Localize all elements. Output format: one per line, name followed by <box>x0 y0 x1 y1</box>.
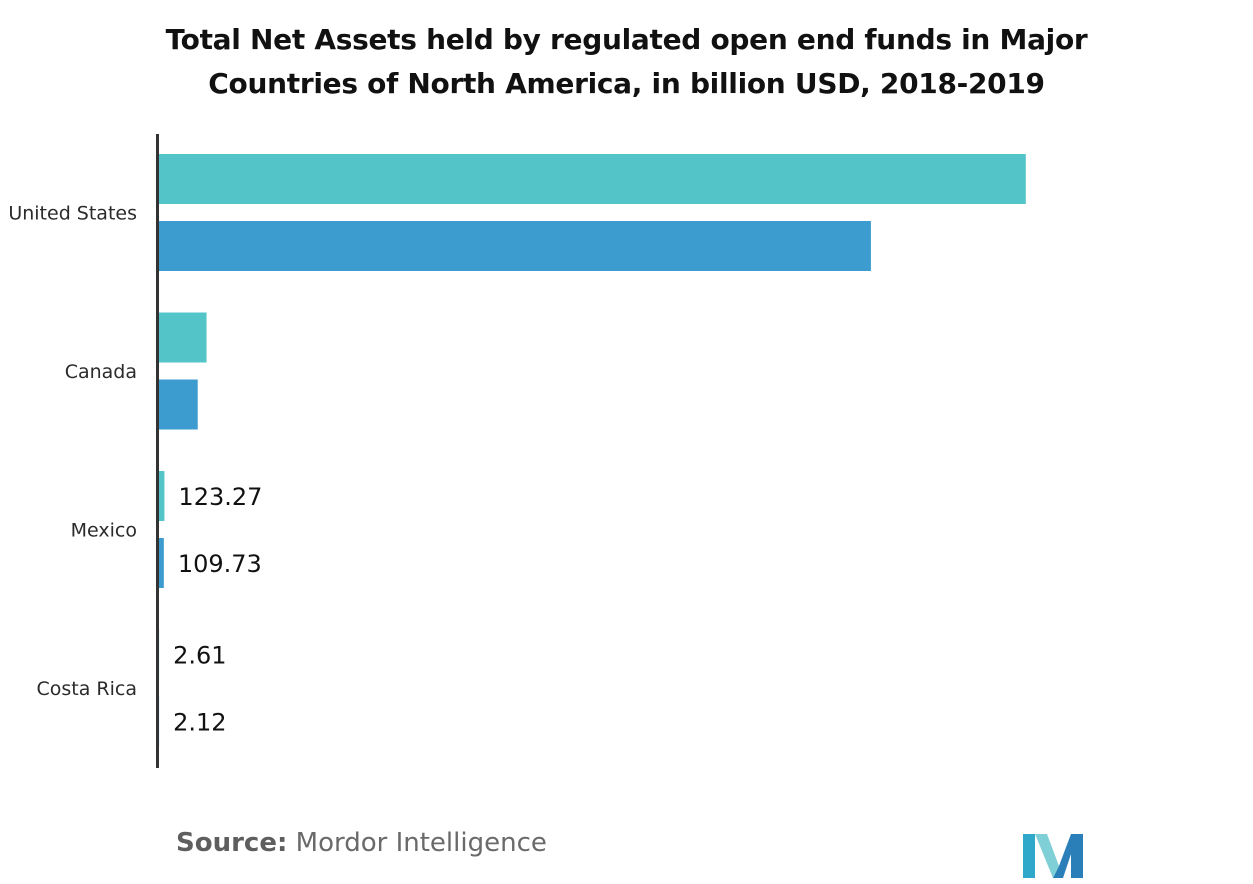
source-label: Source: <box>176 828 288 858</box>
chart-title-line2: Countries of North America, in billion U… <box>208 67 1045 100</box>
bar-canada-s2019 <box>159 379 198 430</box>
chart-title-line1: Total Net Assets held by regulated open … <box>165 23 1088 56</box>
data-label-costa-rica-s2018: 2.61 <box>173 642 226 670</box>
bar-mexico-s2018 <box>159 471 165 521</box>
mordor-intelligence-logo-icon <box>1023 834 1083 878</box>
bar-mexico-s2019 <box>159 538 164 588</box>
chart-title: Total Net Assets held by regulated open … <box>60 18 1193 106</box>
category-label-mexico: Mexico <box>71 520 137 542</box>
source-footer: Source: Mordor Intelligence <box>176 828 547 858</box>
data-label-costa-rica-s2019: 2.12 <box>173 709 226 737</box>
data-label-mexico-s2018: 123.27 <box>178 483 262 511</box>
category-label-costa-rica: Costa Rica <box>37 678 138 700</box>
bar-united-states-s2019 <box>159 221 871 271</box>
data-label-mexico-s2019: 109.73 <box>178 550 262 578</box>
bar-canada-s2018 <box>159 312 207 363</box>
category-label-united-states: United States <box>8 203 137 225</box>
category-label-canada: Canada <box>65 361 137 383</box>
source-value: Mordor Intelligence <box>295 828 547 858</box>
bar-united-states-s2018 <box>159 154 1026 204</box>
